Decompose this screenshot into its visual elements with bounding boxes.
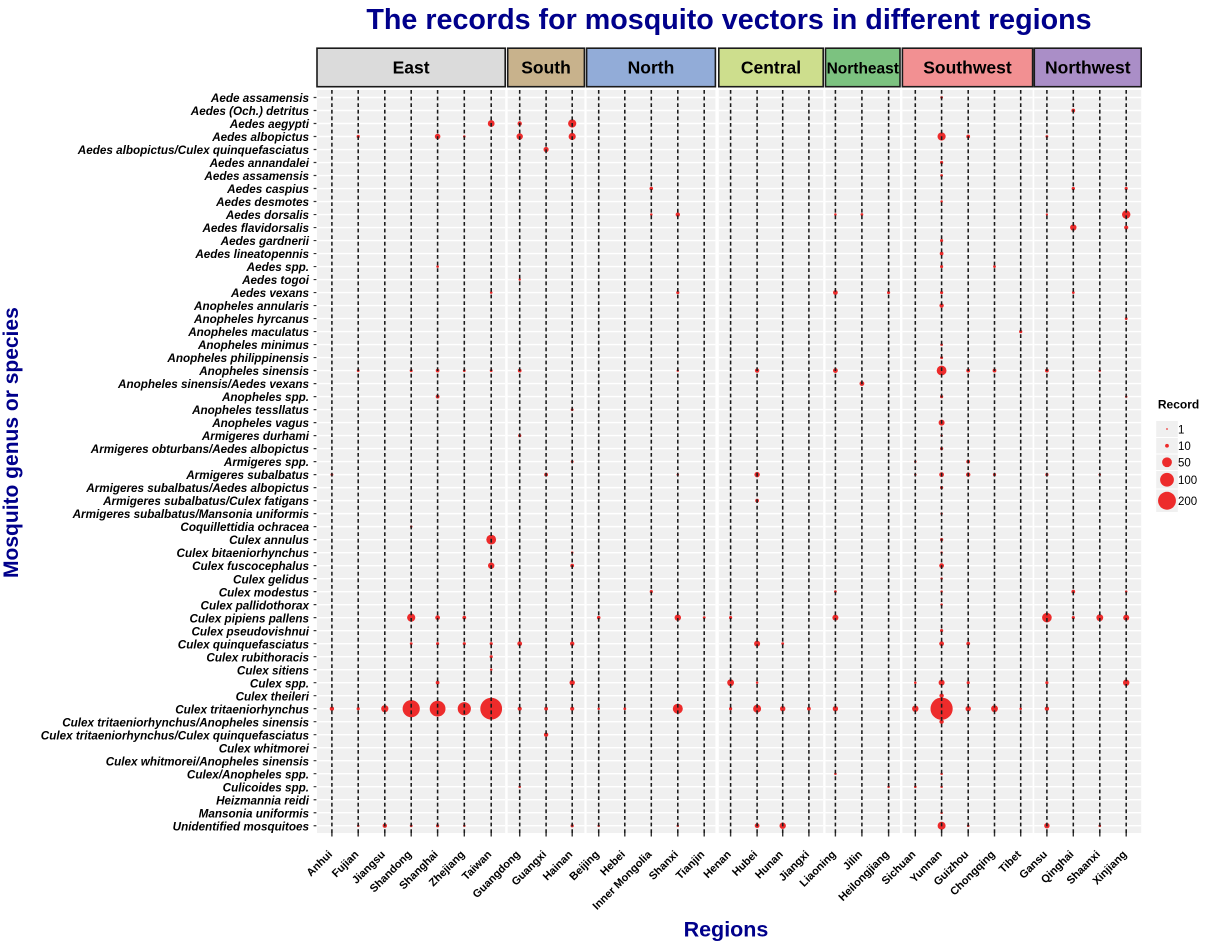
svg-text:The records for mosquito vecto: The records for mosquito vectors in diff…	[366, 4, 1091, 36]
svg-text:100: 100	[1178, 475, 1197, 487]
svg-text:Aedes albopictus: Aedes albopictus	[211, 131, 309, 144]
svg-text:Aedes assamensis: Aedes assamensis	[203, 170, 309, 183]
svg-text:Culex whitmorei: Culex whitmorei	[219, 742, 310, 755]
svg-text:Record: Record	[1158, 398, 1199, 412]
svg-text:Culex sitiens: Culex sitiens	[237, 664, 310, 677]
svg-text:Culex rubithoracis: Culex rubithoracis	[206, 651, 309, 664]
svg-text:Culex bitaeniorhynchus: Culex bitaeniorhynchus	[177, 547, 310, 560]
svg-text:Mosquito genus or species: Mosquito genus or species	[0, 307, 23, 578]
svg-text:Heizmannia reidi: Heizmannia reidi	[216, 794, 310, 807]
svg-text:Aedes (Och.) detritus: Aedes (Och.) detritus	[190, 105, 310, 118]
svg-text:Aedes caspius: Aedes caspius	[226, 183, 309, 196]
svg-text:Anopheles vagus: Anopheles vagus	[211, 417, 309, 430]
svg-text:Aede assamensis: Aede assamensis	[210, 92, 310, 105]
svg-text:Anopheles annularis: Anopheles annularis	[193, 300, 309, 313]
svg-text:Armigeres spp.: Armigeres spp.	[223, 456, 309, 469]
svg-text:Culex quinquefasciatus: Culex quinquefasciatus	[178, 638, 310, 651]
svg-text:Northwest: Northwest	[1045, 58, 1131, 78]
svg-text:Culex spp.: Culex spp.	[250, 677, 309, 690]
svg-text:Culex annulus: Culex annulus	[229, 534, 309, 547]
svg-text:10: 10	[1178, 441, 1191, 453]
svg-text:Armigeres obturbans/Aedes albo: Armigeres obturbans/Aedes albopictus	[90, 443, 310, 456]
svg-text:Mansonia uniformis: Mansonia uniformis	[199, 807, 310, 820]
svg-text:Aedes albopictus/Culex quinque: Aedes albopictus/Culex quinquefasciatus	[77, 144, 310, 157]
svg-text:Regions: Regions	[684, 918, 769, 942]
svg-text:Anopheles minimus: Anopheles minimus	[197, 339, 310, 352]
svg-text:Anopheles tessllatus: Anopheles tessllatus	[191, 404, 309, 417]
svg-text:Unidentified mosquitoes: Unidentified mosquitoes	[173, 820, 310, 833]
svg-text:Armigeres durhami: Armigeres durhami	[201, 430, 310, 443]
svg-text:Aedes annandalei: Aedes annandalei	[209, 157, 310, 170]
svg-text:Aedes aegypti: Aedes aegypti	[229, 118, 310, 131]
svg-text:Culex/Anopheles spp.: Culex/Anopheles spp.	[187, 768, 309, 781]
svg-text:Culicoides spp.: Culicoides spp.	[223, 781, 309, 794]
svg-text:Culex tritaeniorhynchus/Culex: Culex tritaeniorhynchus/Culex quinquefas…	[41, 729, 310, 742]
svg-text:Culex modestus: Culex modestus	[219, 586, 310, 599]
svg-text:Culex theileri: Culex theileri	[236, 690, 310, 703]
svg-text:Aedes desmotes: Aedes desmotes	[215, 196, 309, 209]
svg-text:South: South	[521, 58, 571, 78]
svg-text:Armigeres subalbatus/Culex fat: Armigeres subalbatus/Culex fatigans	[102, 495, 309, 508]
svg-text:Armigeres subalbatus/Mansonia: Armigeres subalbatus/Mansonia uniformis	[72, 508, 310, 521]
svg-text:Central: Central	[741, 58, 801, 78]
svg-text:Culex tritaeniorhynchus/Anophe: Culex tritaeniorhynchus/Anopheles sinens…	[62, 716, 309, 729]
svg-text:Aedes lineatopennis: Aedes lineatopennis	[194, 248, 309, 261]
svg-text:East: East	[393, 58, 430, 78]
svg-text:Anopheles sinensis/Aedes vexan: Anopheles sinensis/Aedes vexans	[117, 378, 309, 391]
svg-text:1: 1	[1178, 424, 1184, 436]
svg-text:Culex pallidothorax: Culex pallidothorax	[201, 599, 310, 612]
svg-text:Anopheles sinensis: Anopheles sinensis	[198, 365, 309, 378]
svg-text:Anopheles philippinensis: Anopheles philippinensis	[166, 352, 309, 365]
svg-text:Culex gelidus: Culex gelidus	[233, 573, 309, 586]
svg-text:50: 50	[1178, 458, 1191, 470]
svg-text:Aedes flavidorsalis: Aedes flavidorsalis	[201, 222, 309, 235]
svg-text:Culex fuscocephalus: Culex fuscocephalus	[192, 560, 309, 573]
svg-text:Anopheles spp.: Anopheles spp.	[221, 391, 309, 404]
svg-text:Aedes dorsalis: Aedes dorsalis	[225, 209, 310, 222]
svg-text:Southwest: Southwest	[923, 58, 1012, 78]
svg-text:Coquillettidia ochracea: Coquillettidia ochracea	[180, 521, 309, 534]
svg-text:Armigeres subalbatus/Aedes alb: Armigeres subalbatus/Aedes albopictus	[85, 482, 309, 495]
svg-text:North: North	[628, 58, 675, 78]
svg-text:Culex whitmorei/Anopheles sine: Culex whitmorei/Anopheles sinensis	[106, 755, 310, 768]
svg-text:Anopheles maculatus: Anopheles maculatus	[187, 326, 309, 339]
svg-text:Aedes spp.: Aedes spp.	[246, 261, 309, 274]
svg-text:Culex pseudovishnui: Culex pseudovishnui	[191, 625, 309, 638]
svg-text:Aedes togoi: Aedes togoi	[241, 274, 310, 287]
svg-text:Anopheles hyrcanus: Anopheles hyrcanus	[193, 313, 309, 326]
svg-text:Aedes gardnerii: Aedes gardnerii	[220, 235, 310, 248]
svg-text:Northeast: Northeast	[827, 61, 899, 78]
svg-text:Aedes vexans: Aedes vexans	[230, 287, 309, 300]
svg-text:Culex tritaeniorhynchus: Culex tritaeniorhynchus	[175, 703, 309, 716]
svg-text:Armigeres subalbatus: Armigeres subalbatus	[185, 469, 309, 482]
svg-text:200: 200	[1178, 496, 1197, 508]
svg-text:Culex pipiens pallens: Culex pipiens pallens	[189, 612, 309, 625]
